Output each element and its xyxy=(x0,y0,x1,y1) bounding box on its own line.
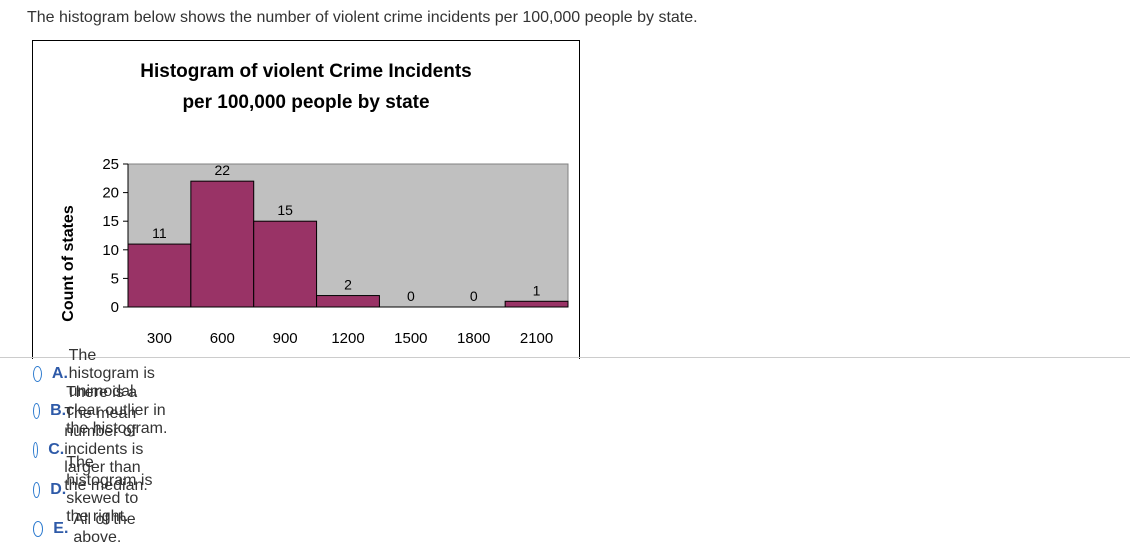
chart-svg: Histogram of violent Crime Incidents per … xyxy=(60,61,569,347)
x-tick-label: 1500 xyxy=(394,330,427,347)
option-text: The histogram is skewed to the right. xyxy=(66,454,153,525)
option-letter: C. xyxy=(48,441,65,458)
bar xyxy=(127,243,192,308)
option-e[interactable]: E. All of the above. xyxy=(33,511,141,546)
histogram-chart: Histogram of violent Crime Incidents per … xyxy=(32,40,580,359)
radio-icon[interactable] xyxy=(33,366,42,382)
option-text: The histogram is unimodal. xyxy=(68,347,155,400)
option-a[interactable]: A. The histogram is unimodal. xyxy=(33,347,163,400)
data-label: 0 xyxy=(470,288,478,304)
question-text: The histogram below shows the number of … xyxy=(27,9,698,26)
x-tick-label: 2100 xyxy=(520,330,553,347)
option-letter: D. xyxy=(50,481,67,498)
bar xyxy=(504,300,569,308)
x-tick-label: 1800 xyxy=(457,330,490,347)
option-text: There is a clear outlier in the histogra… xyxy=(66,384,168,437)
x-tick-label: 900 xyxy=(273,330,298,347)
bar xyxy=(253,220,318,308)
option-text: All of the above. xyxy=(73,511,136,546)
option-d[interactable]: D. The histogram is skewed to the right. xyxy=(33,454,163,525)
option-letter: E. xyxy=(53,520,69,537)
y-tick-label: 0 xyxy=(111,299,119,316)
radio-icon[interactable] xyxy=(33,403,41,419)
chart-subtitle: per 100,000 people by state xyxy=(182,92,429,113)
data-label: 11 xyxy=(152,225,167,241)
y-axis-label: Count of states xyxy=(60,205,77,322)
data-label: 22 xyxy=(214,162,230,178)
data-label: 15 xyxy=(277,202,293,218)
bar xyxy=(316,295,380,308)
x-tick-label: 1200 xyxy=(331,330,364,347)
y-tick-label: 5 xyxy=(111,270,119,287)
x-tick-label: 600 xyxy=(210,330,235,347)
chart-title: Histogram of violent Crime Incidents xyxy=(140,61,472,82)
option-letter: A. xyxy=(51,365,68,382)
option-text: The mean number of incidents is larger t… xyxy=(64,405,148,494)
radio-icon[interactable] xyxy=(33,482,41,498)
option-letter: B. xyxy=(50,402,67,419)
y-tick-label: 15 xyxy=(102,213,119,230)
divider xyxy=(0,357,1130,358)
y-tick-label: 20 xyxy=(102,185,119,202)
option-b[interactable]: B. There is a clear outlier in the histo… xyxy=(33,384,168,437)
data-label: 0 xyxy=(407,288,415,304)
data-label: 2 xyxy=(344,277,352,293)
option-c[interactable]: C. The mean number of incidents is large… xyxy=(33,405,156,494)
x-tick-label: 300 xyxy=(147,330,172,347)
radio-icon[interactable] xyxy=(33,442,39,458)
y-tick-label: 10 xyxy=(102,242,119,259)
y-tick-label: 25 xyxy=(102,156,119,173)
data-label: 1 xyxy=(533,282,541,298)
bar xyxy=(190,180,255,308)
radio-icon[interactable] xyxy=(33,521,44,537)
